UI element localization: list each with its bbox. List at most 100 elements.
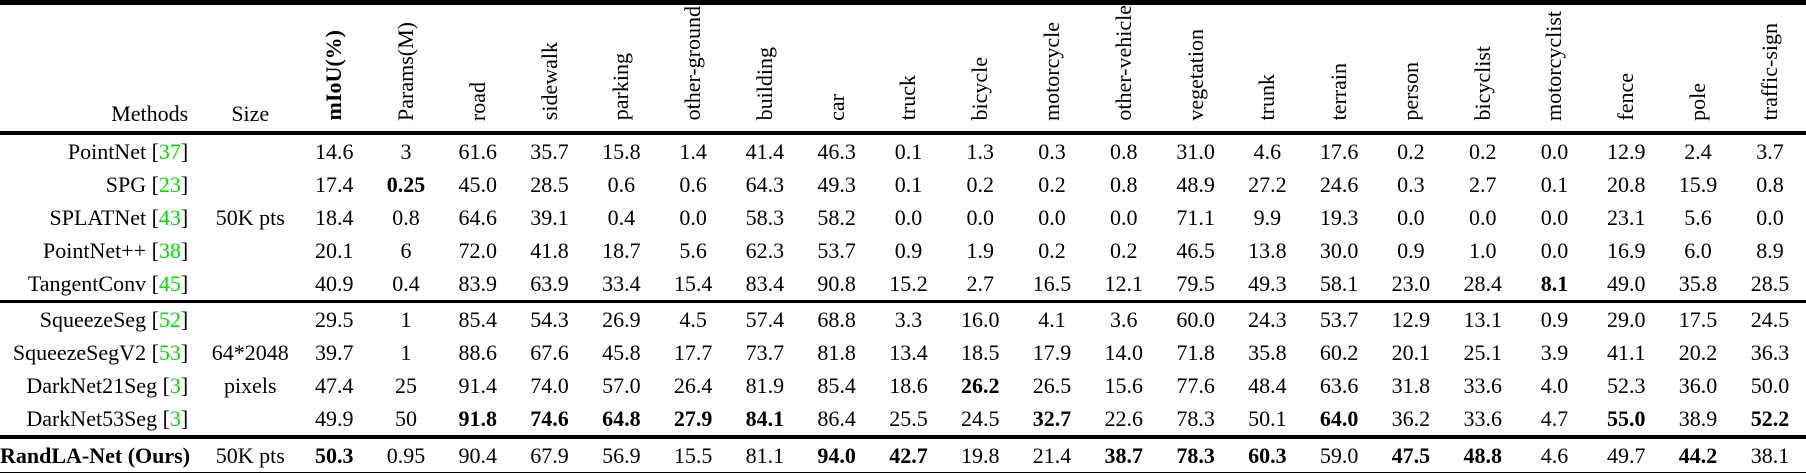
value-cell-pole: 2.4 bbox=[1684, 138, 1712, 164]
value-cell-pole: 6.0 bbox=[1684, 237, 1712, 263]
value-cell-person: 0.2 bbox=[1397, 138, 1425, 164]
col-header-terrain: terrain bbox=[1326, 63, 1352, 121]
value-cell-Params(M): 0.25 bbox=[386, 171, 426, 197]
value-cell-mIoU(%): 20.1 bbox=[314, 237, 354, 263]
value-cell-motorcycle: 0.2 bbox=[1038, 171, 1066, 197]
value-cell-pole: 17.5 bbox=[1678, 306, 1718, 332]
value-cell-parking: 0.4 bbox=[607, 204, 636, 230]
table-row: SqueezeSegV2 [53] 64*2048 39.7 1 88.6 67.6 45.… bbox=[0, 336, 1806, 369]
value-cell-parking: 18.7 bbox=[602, 237, 641, 263]
value-cell-car: 86.4 bbox=[817, 405, 856, 431]
value-cell-traffic-sign: 38.1 bbox=[1750, 442, 1790, 468]
value-cell-road: 91.4 bbox=[458, 372, 498, 398]
col-header-params: Params(M) bbox=[392, 21, 418, 121]
value-cell-mIoU(%): 18.4 bbox=[314, 204, 354, 230]
value-cell-building: 64.3 bbox=[745, 171, 785, 197]
col-header-bicycle: bicycle bbox=[967, 57, 993, 121]
value-cell-bicycle: 2.7 bbox=[966, 270, 994, 296]
citation-link[interactable]: 38 bbox=[158, 237, 181, 263]
value-cell-bicycle: 0.0 bbox=[966, 204, 994, 230]
value-cell-terrain: 24.6 bbox=[1319, 171, 1359, 197]
value-cell-parking: 45.8 bbox=[602, 339, 641, 365]
citation-link[interactable]: 3 bbox=[169, 372, 181, 398]
value-cell-bicyclist: 28.4 bbox=[1463, 270, 1502, 296]
citation-link[interactable]: 23 bbox=[158, 171, 181, 197]
value-cell-terrain: 19.3 bbox=[1319, 204, 1359, 230]
value-cell-building: 83.4 bbox=[745, 270, 785, 296]
value-cell-motorcyclist: 4.6 bbox=[1540, 442, 1569, 468]
citation-link[interactable]: 52 bbox=[158, 306, 181, 332]
value-cell-motorcyclist: 4.0 bbox=[1540, 372, 1569, 398]
value-cell-pole: 44.2 bbox=[1678, 442, 1718, 468]
method-name: TangentConv bbox=[27, 270, 147, 296]
method-cell: TangentConv [45] bbox=[27, 270, 189, 296]
value-cell-bicyclist: 25.1 bbox=[1463, 339, 1502, 365]
col-header-methods: Methods bbox=[0, 3, 202, 133]
col-header-trunk: trunk bbox=[1254, 74, 1280, 121]
value-cell-motorcyclist: 0.0 bbox=[1540, 138, 1569, 164]
citation-link[interactable]: 3 bbox=[169, 405, 181, 431]
citation-link[interactable]: 45 bbox=[158, 270, 181, 296]
citation-link[interactable]: 53 bbox=[158, 339, 181, 365]
value-cell-bicyclist: 0.2 bbox=[1468, 138, 1497, 164]
method-cell: SPG [23] bbox=[105, 171, 189, 197]
value-cell-traffic-sign: 52.2 bbox=[1750, 405, 1790, 431]
value-cell-traffic-sign: 36.3 bbox=[1750, 339, 1790, 365]
value-cell-terrain: 17.6 bbox=[1319, 138, 1359, 164]
size-cell bbox=[202, 267, 298, 302]
value-cell-car: 90.8 bbox=[817, 270, 856, 296]
value-cell-bicycle: 19.8 bbox=[960, 442, 1000, 468]
value-cell-mIoU(%): 49.9 bbox=[314, 405, 354, 431]
value-cell-bicyclist: 2.7 bbox=[1468, 171, 1497, 197]
citation-link[interactable]: 37 bbox=[158, 138, 181, 164]
value-cell-parking: 26.9 bbox=[602, 306, 641, 332]
value-cell-other-vehicle: 3.6 bbox=[1110, 306, 1138, 332]
value-cell-parking: 64.8 bbox=[602, 405, 641, 431]
value-cell-fence: 41.1 bbox=[1607, 339, 1646, 365]
value-cell-motorcycle: 4.1 bbox=[1038, 306, 1066, 332]
value-cell-building: 81.9 bbox=[745, 372, 785, 398]
col-header-fence: fence bbox=[1613, 72, 1639, 121]
value-cell-pole: 38.9 bbox=[1678, 405, 1718, 431]
method-name: SqueezeSegV2 bbox=[12, 339, 147, 365]
value-cell-truck: 15.2 bbox=[889, 270, 928, 296]
value-cell-mIoU(%): 29.5 bbox=[314, 306, 354, 332]
value-cell-motorcyclist: 0.0 bbox=[1540, 237, 1569, 263]
method-name: DarkNet53Seg bbox=[26, 405, 158, 431]
value-cell-Params(M): 6 bbox=[400, 237, 412, 263]
value-cell-trunk: 13.8 bbox=[1248, 237, 1287, 263]
method-name: SPLATNet bbox=[49, 204, 147, 230]
value-cell-mIoU(%): 17.4 bbox=[314, 171, 354, 197]
value-cell-terrain: 59.0 bbox=[1319, 442, 1359, 468]
value-cell-terrain: 64.0 bbox=[1319, 405, 1359, 431]
value-cell-terrain: 60.2 bbox=[1319, 339, 1359, 365]
value-cell-traffic-sign: 8.9 bbox=[1756, 237, 1784, 263]
value-cell-building: 41.4 bbox=[745, 138, 785, 164]
col-header-parking: parking bbox=[608, 53, 634, 121]
table-row: PointNet++ [38] 20.1 6 72.0 41.8 18.7 5.6 62.3 5… bbox=[0, 234, 1806, 267]
value-cell-car: 94.0 bbox=[817, 442, 856, 468]
value-cell-mIoU(%): 47.4 bbox=[314, 372, 354, 398]
value-cell-bicyclist: 0.0 bbox=[1468, 204, 1497, 230]
method-cell: SPLATNet [43] bbox=[49, 204, 189, 230]
table-row: PointNet [37] 14.6 3 61.6 35.7 15.8 1.4 41.4 46.… bbox=[0, 133, 1806, 168]
col-header-road: road bbox=[464, 81, 490, 121]
value-cell-motorcycle: 16.5 bbox=[1032, 270, 1072, 296]
value-cell-road: 45.0 bbox=[458, 171, 498, 197]
value-cell-motorcycle: 26.5 bbox=[1032, 372, 1072, 398]
value-cell-sidewalk: 74.6 bbox=[530, 405, 569, 431]
table-row: DarkNet21Seg [3] pixels 47.4 25 91.4 74.0 57.0… bbox=[0, 369, 1806, 402]
citation-link[interactable]: 43 bbox=[158, 204, 181, 230]
method-cell: SqueezeSeg [52] bbox=[39, 306, 189, 332]
value-cell-traffic-sign: 50.0 bbox=[1750, 372, 1790, 398]
value-cell-fence: 29.0 bbox=[1607, 306, 1646, 332]
value-cell-other-ground: 27.9 bbox=[673, 405, 713, 431]
value-cell-motorcycle: 17.9 bbox=[1032, 339, 1072, 365]
value-cell-motorcyclist: 4.7 bbox=[1540, 405, 1569, 431]
value-cell-sidewalk: 63.9 bbox=[530, 270, 569, 296]
value-cell-motorcyclist: 0.0 bbox=[1540, 204, 1569, 230]
method-cell: RandLA-Net (Ours) bbox=[0, 437, 202, 473]
value-cell-bicyclist: 33.6 bbox=[1463, 405, 1502, 431]
value-cell-parking: 56.9 bbox=[602, 442, 641, 468]
table-row: SPG [23] 17.4 0.25 45.0 28.5 0.6 0.6 64.3 49.3 0.… bbox=[0, 168, 1806, 201]
